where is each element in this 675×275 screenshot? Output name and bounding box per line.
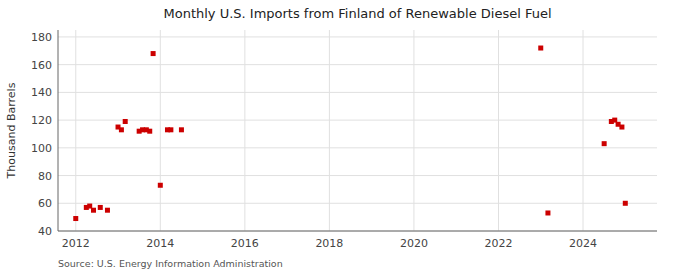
tick-label: 100 bbox=[31, 142, 52, 155]
tick-label: 2024 bbox=[569, 237, 597, 250]
grid-line bbox=[329, 30, 330, 231]
grid-line bbox=[75, 30, 76, 231]
grid-line bbox=[58, 92, 657, 93]
points bbox=[73, 46, 628, 222]
grid-line bbox=[244, 30, 245, 231]
tick-label: 2022 bbox=[484, 237, 512, 250]
point bbox=[179, 127, 184, 132]
grid-line bbox=[58, 231, 657, 232]
grid-line bbox=[58, 203, 657, 204]
axes: 40 60 80 100 120 140 160 180 2012 2014 2016 2018 202… bbox=[31, 30, 657, 250]
source: Source: U.S. Energy Information Administ… bbox=[58, 258, 283, 269]
grid bbox=[58, 30, 657, 231]
point bbox=[602, 141, 607, 146]
point bbox=[151, 51, 156, 56]
point bbox=[119, 127, 124, 132]
tick-label: 2014 bbox=[146, 237, 174, 250]
grid-line bbox=[413, 30, 414, 231]
tick-label: 180 bbox=[31, 31, 52, 44]
tick-label: 60 bbox=[38, 197, 52, 210]
point bbox=[98, 205, 103, 210]
point bbox=[538, 46, 543, 51]
tick-label: 80 bbox=[38, 170, 52, 183]
tick-label: 160 bbox=[31, 59, 52, 72]
tick-label: 2018 bbox=[315, 237, 343, 250]
grid-line bbox=[58, 120, 657, 121]
y-axis-line bbox=[58, 30, 59, 231]
point bbox=[158, 183, 163, 188]
grid-line bbox=[58, 175, 657, 176]
tick-label: 2012 bbox=[62, 237, 90, 250]
grid-line bbox=[58, 36, 657, 37]
point bbox=[168, 127, 173, 132]
tick-label: 120 bbox=[31, 114, 52, 127]
point bbox=[147, 129, 152, 134]
point bbox=[91, 208, 96, 213]
grid-line bbox=[58, 147, 657, 148]
title: Monthly U.S. Imports from Finland of Ren… bbox=[163, 6, 551, 21]
grid-line bbox=[58, 64, 657, 65]
grid-line bbox=[498, 30, 499, 231]
x-axis-line bbox=[58, 231, 657, 232]
point bbox=[105, 208, 110, 213]
y-axis-label: Thousand Barrels bbox=[5, 82, 18, 179]
tick-label: 40 bbox=[38, 225, 52, 238]
point bbox=[619, 125, 624, 130]
point bbox=[623, 201, 628, 206]
tick-label: 140 bbox=[31, 86, 52, 99]
background bbox=[0, 0, 675, 275]
point bbox=[545, 210, 550, 215]
tick-label: 2016 bbox=[231, 237, 259, 250]
tick-label: 2020 bbox=[400, 237, 428, 250]
grid-line bbox=[583, 30, 584, 231]
point bbox=[123, 119, 128, 124]
chart: 40 60 80 100 120 140 160 180 2012 2014 2016 2018 202… bbox=[0, 0, 675, 275]
point bbox=[73, 216, 78, 221]
grid-line bbox=[160, 30, 161, 231]
